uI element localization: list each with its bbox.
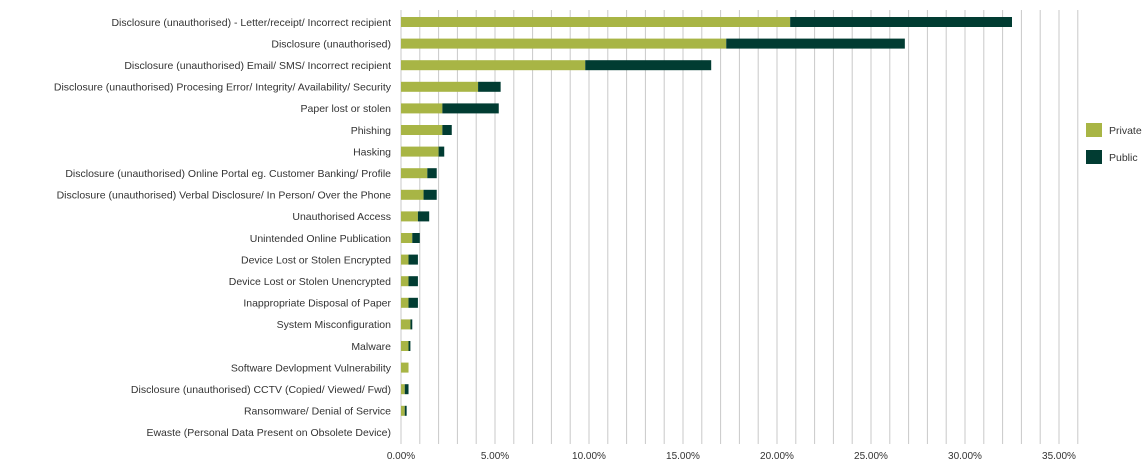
bar-public — [410, 319, 413, 330]
category-label: Ransomware/ Denial of Service — [244, 406, 391, 418]
category-label: Inappropriate Disposal of Paper — [243, 298, 391, 310]
bar-public — [478, 81, 501, 92]
category-labels: Disclosure (unauthorised) - Letter/recei… — [54, 17, 392, 439]
x-tick-label: 30.00% — [948, 451, 982, 461]
category-label: Disclosure (unauthorised) Verbal Disclos… — [57, 190, 392, 202]
bar-public — [442, 103, 499, 114]
x-tick-label: 20.00% — [760, 451, 794, 461]
bar-private — [401, 341, 409, 351]
bar-private — [401, 189, 424, 200]
bar-private — [401, 297, 409, 308]
bar-public — [404, 405, 407, 416]
bar-private — [401, 81, 479, 92]
category-label: Device Lost or Stolen Unencrypted — [229, 276, 391, 288]
category-label: Hasking — [353, 146, 391, 158]
x-tick-label: 5.00% — [481, 451, 509, 461]
category-label: Software Devlopment Vulnerability — [231, 362, 392, 374]
bar-private — [401, 17, 791, 27]
category-label: Phishing — [351, 125, 391, 137]
bar-private — [401, 319, 411, 330]
x-tick-label: 35.00% — [1042, 451, 1076, 461]
bar-public — [408, 341, 411, 351]
bar-public — [790, 17, 1012, 27]
x-tick-label: 25.00% — [854, 451, 888, 461]
category-label: Disclosure (unauthorised) Online Portal … — [65, 168, 391, 180]
bar-public — [408, 254, 418, 265]
category-label: Paper lost or stolen — [301, 103, 392, 115]
x-tick-label: 10.00% — [572, 451, 606, 461]
legend: Private Public — [1086, 123, 1142, 164]
x-tick-label: 0.00% — [387, 451, 415, 461]
category-label: Disclosure (unauthorised) - Letter/recei… — [111, 17, 391, 29]
bar-public — [412, 233, 420, 243]
bar-private — [401, 233, 413, 243]
bar-private — [401, 384, 405, 395]
bar-public — [408, 297, 418, 308]
bar-public — [442, 125, 452, 135]
bar-public — [404, 384, 409, 395]
category-label: Unauthorised Access — [292, 211, 391, 223]
bar-public — [423, 189, 437, 200]
category-label: Ewaste (Personal Data Present on Obsolet… — [146, 427, 391, 439]
bar-public — [726, 38, 905, 49]
bar-private — [401, 362, 409, 373]
category-label: Disclosure (unauthorised) Email/ SMS/ In… — [124, 60, 391, 72]
category-label: System Misconfiguration — [277, 319, 392, 331]
bar-private — [401, 405, 405, 416]
bars — [401, 17, 1012, 416]
x-tick-label: 15.00% — [666, 451, 700, 461]
bar-public — [408, 276, 418, 287]
grid-lines — [400, 10, 1079, 444]
bar-public — [438, 146, 445, 157]
bar-private — [401, 60, 586, 71]
category-label: Device Lost or Stolen Encrypted — [241, 254, 391, 266]
legend-swatch-public — [1086, 150, 1102, 164]
category-label: Disclosure (unauthorised) Procesing Erro… — [54, 82, 392, 94]
category-label: Unintended Online Publication — [250, 233, 391, 245]
bar-public — [417, 211, 430, 222]
category-label: Malware — [351, 341, 391, 353]
bar-private — [401, 103, 443, 114]
bar-private — [401, 125, 443, 135]
bar-private — [401, 168, 428, 179]
category-label: Disclosure (unauthorised) CCTV (Copied/ … — [131, 384, 391, 396]
bar-public — [427, 168, 437, 179]
x-axis-ticks: 0.00% 5.00% 10.00% 15.00% 20.00% 25.00% 30.00%… — [387, 451, 1076, 461]
category-label: Disclosure (unauthorised) — [271, 38, 391, 50]
bar-private — [401, 254, 409, 265]
legend-swatch-private — [1086, 123, 1102, 137]
bar-public — [585, 60, 712, 71]
legend-label-public: Public — [1109, 152, 1138, 164]
legend-label-private: Private — [1109, 125, 1142, 137]
bar-private — [401, 276, 409, 287]
bar-private — [401, 38, 727, 49]
bar-private — [401, 146, 439, 157]
bar-private — [401, 211, 418, 222]
